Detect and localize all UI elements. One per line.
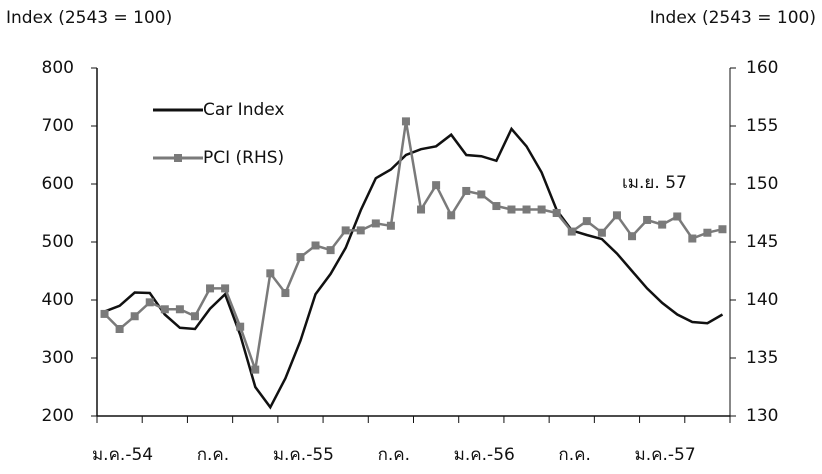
y2-tick-label: 145 xyxy=(746,232,778,252)
y-tick-label: 800 xyxy=(42,58,74,78)
annotation: เม.ย. 57 xyxy=(622,173,687,193)
y2-tick-label: 130 xyxy=(746,406,778,426)
y2-tick-label: 140 xyxy=(746,290,778,310)
x-tick-label: ก.ค. xyxy=(378,445,410,465)
point-marker xyxy=(311,241,320,250)
y-tick-label: 400 xyxy=(42,290,74,310)
point-marker xyxy=(447,211,456,220)
x-tick-label: ก.ค. xyxy=(197,445,229,465)
legend-marker xyxy=(174,154,182,162)
x-tick-label: ม.ค.-54 xyxy=(92,445,153,465)
point-marker xyxy=(221,284,230,293)
point-marker xyxy=(522,205,531,214)
point-marker xyxy=(477,190,486,199)
point-marker xyxy=(130,312,139,321)
x-tick-label: ก.ค. xyxy=(558,445,590,465)
point-marker xyxy=(160,305,169,314)
point-marker xyxy=(537,205,546,214)
y2-tick-label: 135 xyxy=(746,348,778,368)
point-marker xyxy=(371,219,380,228)
y-axis-title: Index (2543 = 100) xyxy=(6,8,172,28)
point-marker xyxy=(597,228,606,237)
point-marker xyxy=(251,365,260,374)
point-marker xyxy=(462,186,471,195)
point-marker xyxy=(688,234,697,243)
point-marker xyxy=(236,322,245,331)
y-tick-label: 600 xyxy=(42,174,74,194)
point-marker xyxy=(145,298,154,307)
point-marker xyxy=(628,232,637,241)
point-marker xyxy=(401,117,410,126)
y-tick-label: 700 xyxy=(42,116,74,136)
point-marker xyxy=(100,309,109,318)
point-marker xyxy=(386,221,395,230)
legend-label: Car Index xyxy=(203,100,284,120)
y2-tick-label: 150 xyxy=(746,174,778,194)
legend-label: PCI (RHS) xyxy=(203,148,284,168)
x-tick-label: ม.ค.-56 xyxy=(454,445,515,465)
point-marker xyxy=(718,225,727,234)
point-marker xyxy=(341,226,350,235)
point-marker xyxy=(643,215,652,224)
point-marker xyxy=(567,227,576,236)
point-marker xyxy=(356,226,365,235)
point-marker xyxy=(266,269,275,278)
point-marker xyxy=(658,220,667,229)
point-marker xyxy=(417,205,426,214)
y-tick-label: 500 xyxy=(42,232,74,252)
point-marker xyxy=(281,289,290,298)
point-marker xyxy=(190,312,199,321)
point-marker xyxy=(582,217,591,226)
point-marker xyxy=(296,253,305,262)
series-line xyxy=(104,126,724,410)
y2-axis-title: Index (2543 = 100) xyxy=(650,8,816,28)
y2-tick-label: 160 xyxy=(746,58,778,78)
y2-tick-label: 155 xyxy=(746,116,778,136)
x-tick-label: ม.ค.-55 xyxy=(273,445,334,465)
point-marker xyxy=(703,228,712,237)
point-marker xyxy=(326,246,335,255)
point-marker xyxy=(612,211,621,220)
point-marker xyxy=(673,212,682,221)
point-marker xyxy=(206,284,215,293)
point-marker xyxy=(492,202,501,211)
point-marker xyxy=(432,181,441,190)
point-marker xyxy=(552,209,561,217)
y-tick-label: 200 xyxy=(42,406,74,426)
y-tick-label: 300 xyxy=(42,348,74,368)
point-marker xyxy=(507,205,516,214)
x-tick-label: ม.ค.-57 xyxy=(635,445,696,465)
point-marker xyxy=(175,305,184,314)
point-marker xyxy=(115,325,124,333)
